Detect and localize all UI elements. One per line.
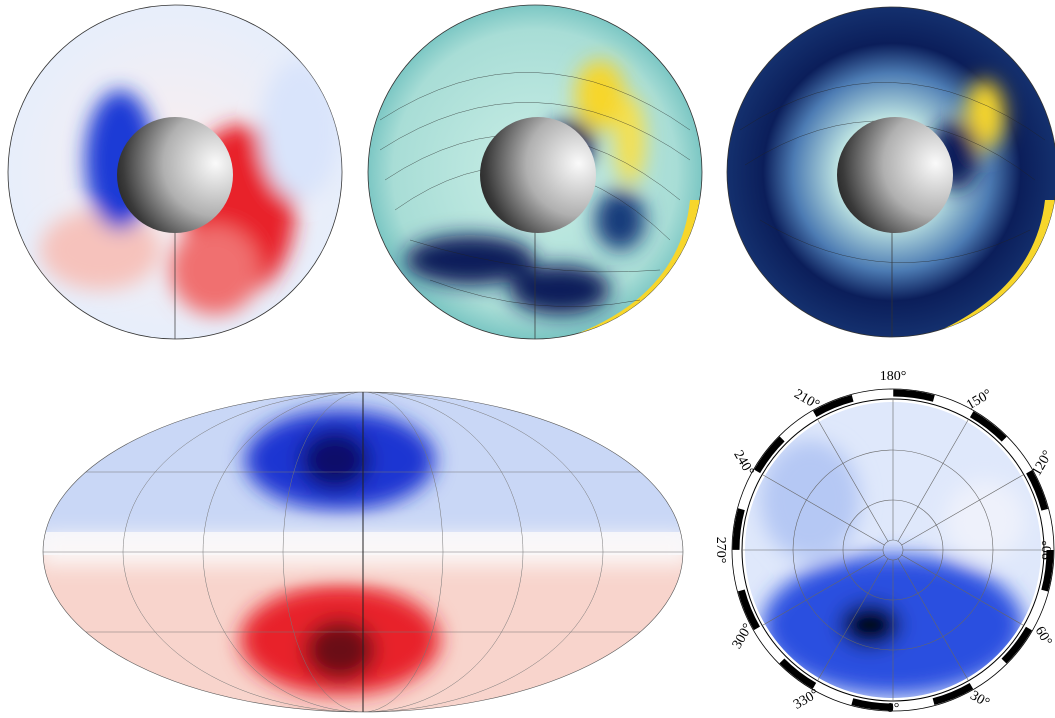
grid-line [897,419,969,542]
sky-map [42,391,684,713]
grid-line [762,554,885,626]
angle-label: 330° [791,686,822,712]
angle-label: 150° [964,387,995,413]
grid-line [817,419,889,542]
polar-map [731,388,1055,712]
grid-line [897,558,969,681]
grid-line [901,474,1024,546]
angle-label: 180° [880,369,907,384]
panel-field-2 [726,6,1055,338]
angle-label: 60° [1032,624,1055,648]
grid-line [762,474,885,546]
angle-label: 0° [887,701,900,716]
panel-field [367,4,703,340]
angle-label: 270° [713,537,728,564]
angle-label: 30° [967,688,991,711]
angle-label: 90° [1040,540,1055,560]
angle-label: 240° [730,448,756,479]
grid-line [901,554,1024,626]
panel-velocity [7,4,343,340]
angle-label: 120° [1029,448,1055,479]
grid-line [817,558,889,681]
